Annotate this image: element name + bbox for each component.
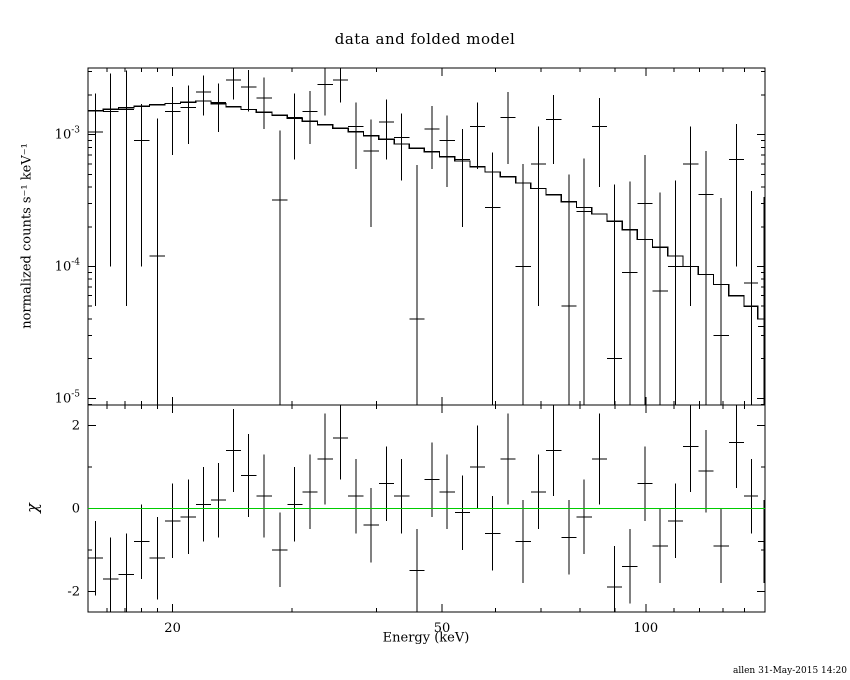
svg-text:10-4: 10-4	[55, 257, 81, 274]
x-axis-label: Energy (keV)	[382, 630, 470, 646]
svg-text:10-3: 10-3	[55, 126, 81, 143]
svg-text:20: 20	[164, 621, 181, 636]
y-axis-label-chi: χ	[22, 503, 42, 513]
signature-timestamp: allen 31-May-2015 14:20	[732, 666, 847, 676]
folded-model-line	[88, 100, 765, 320]
svg-text:2: 2	[72, 419, 80, 434]
svg-text:10-5: 10-5	[55, 389, 81, 406]
svg-text:0: 0	[72, 502, 80, 517]
axis-ticks	[88, 68, 765, 612]
svg-text:-2: -2	[67, 584, 80, 599]
spectrum-data-points	[88, 68, 765, 405]
axes-frame	[87, 67, 766, 613]
chart-title: data and folded model	[334, 30, 516, 48]
svg-text:50: 50	[434, 621, 451, 636]
svg-text:100: 100	[633, 621, 658, 636]
y-axis-label-counts: normalized counts s⁻¹ keV⁻¹	[19, 143, 35, 329]
residual-data-points	[88, 405, 765, 612]
axis-tick-labels: 20 50 100 10-5 10-4 10-3 -2 0 2	[55, 126, 659, 636]
